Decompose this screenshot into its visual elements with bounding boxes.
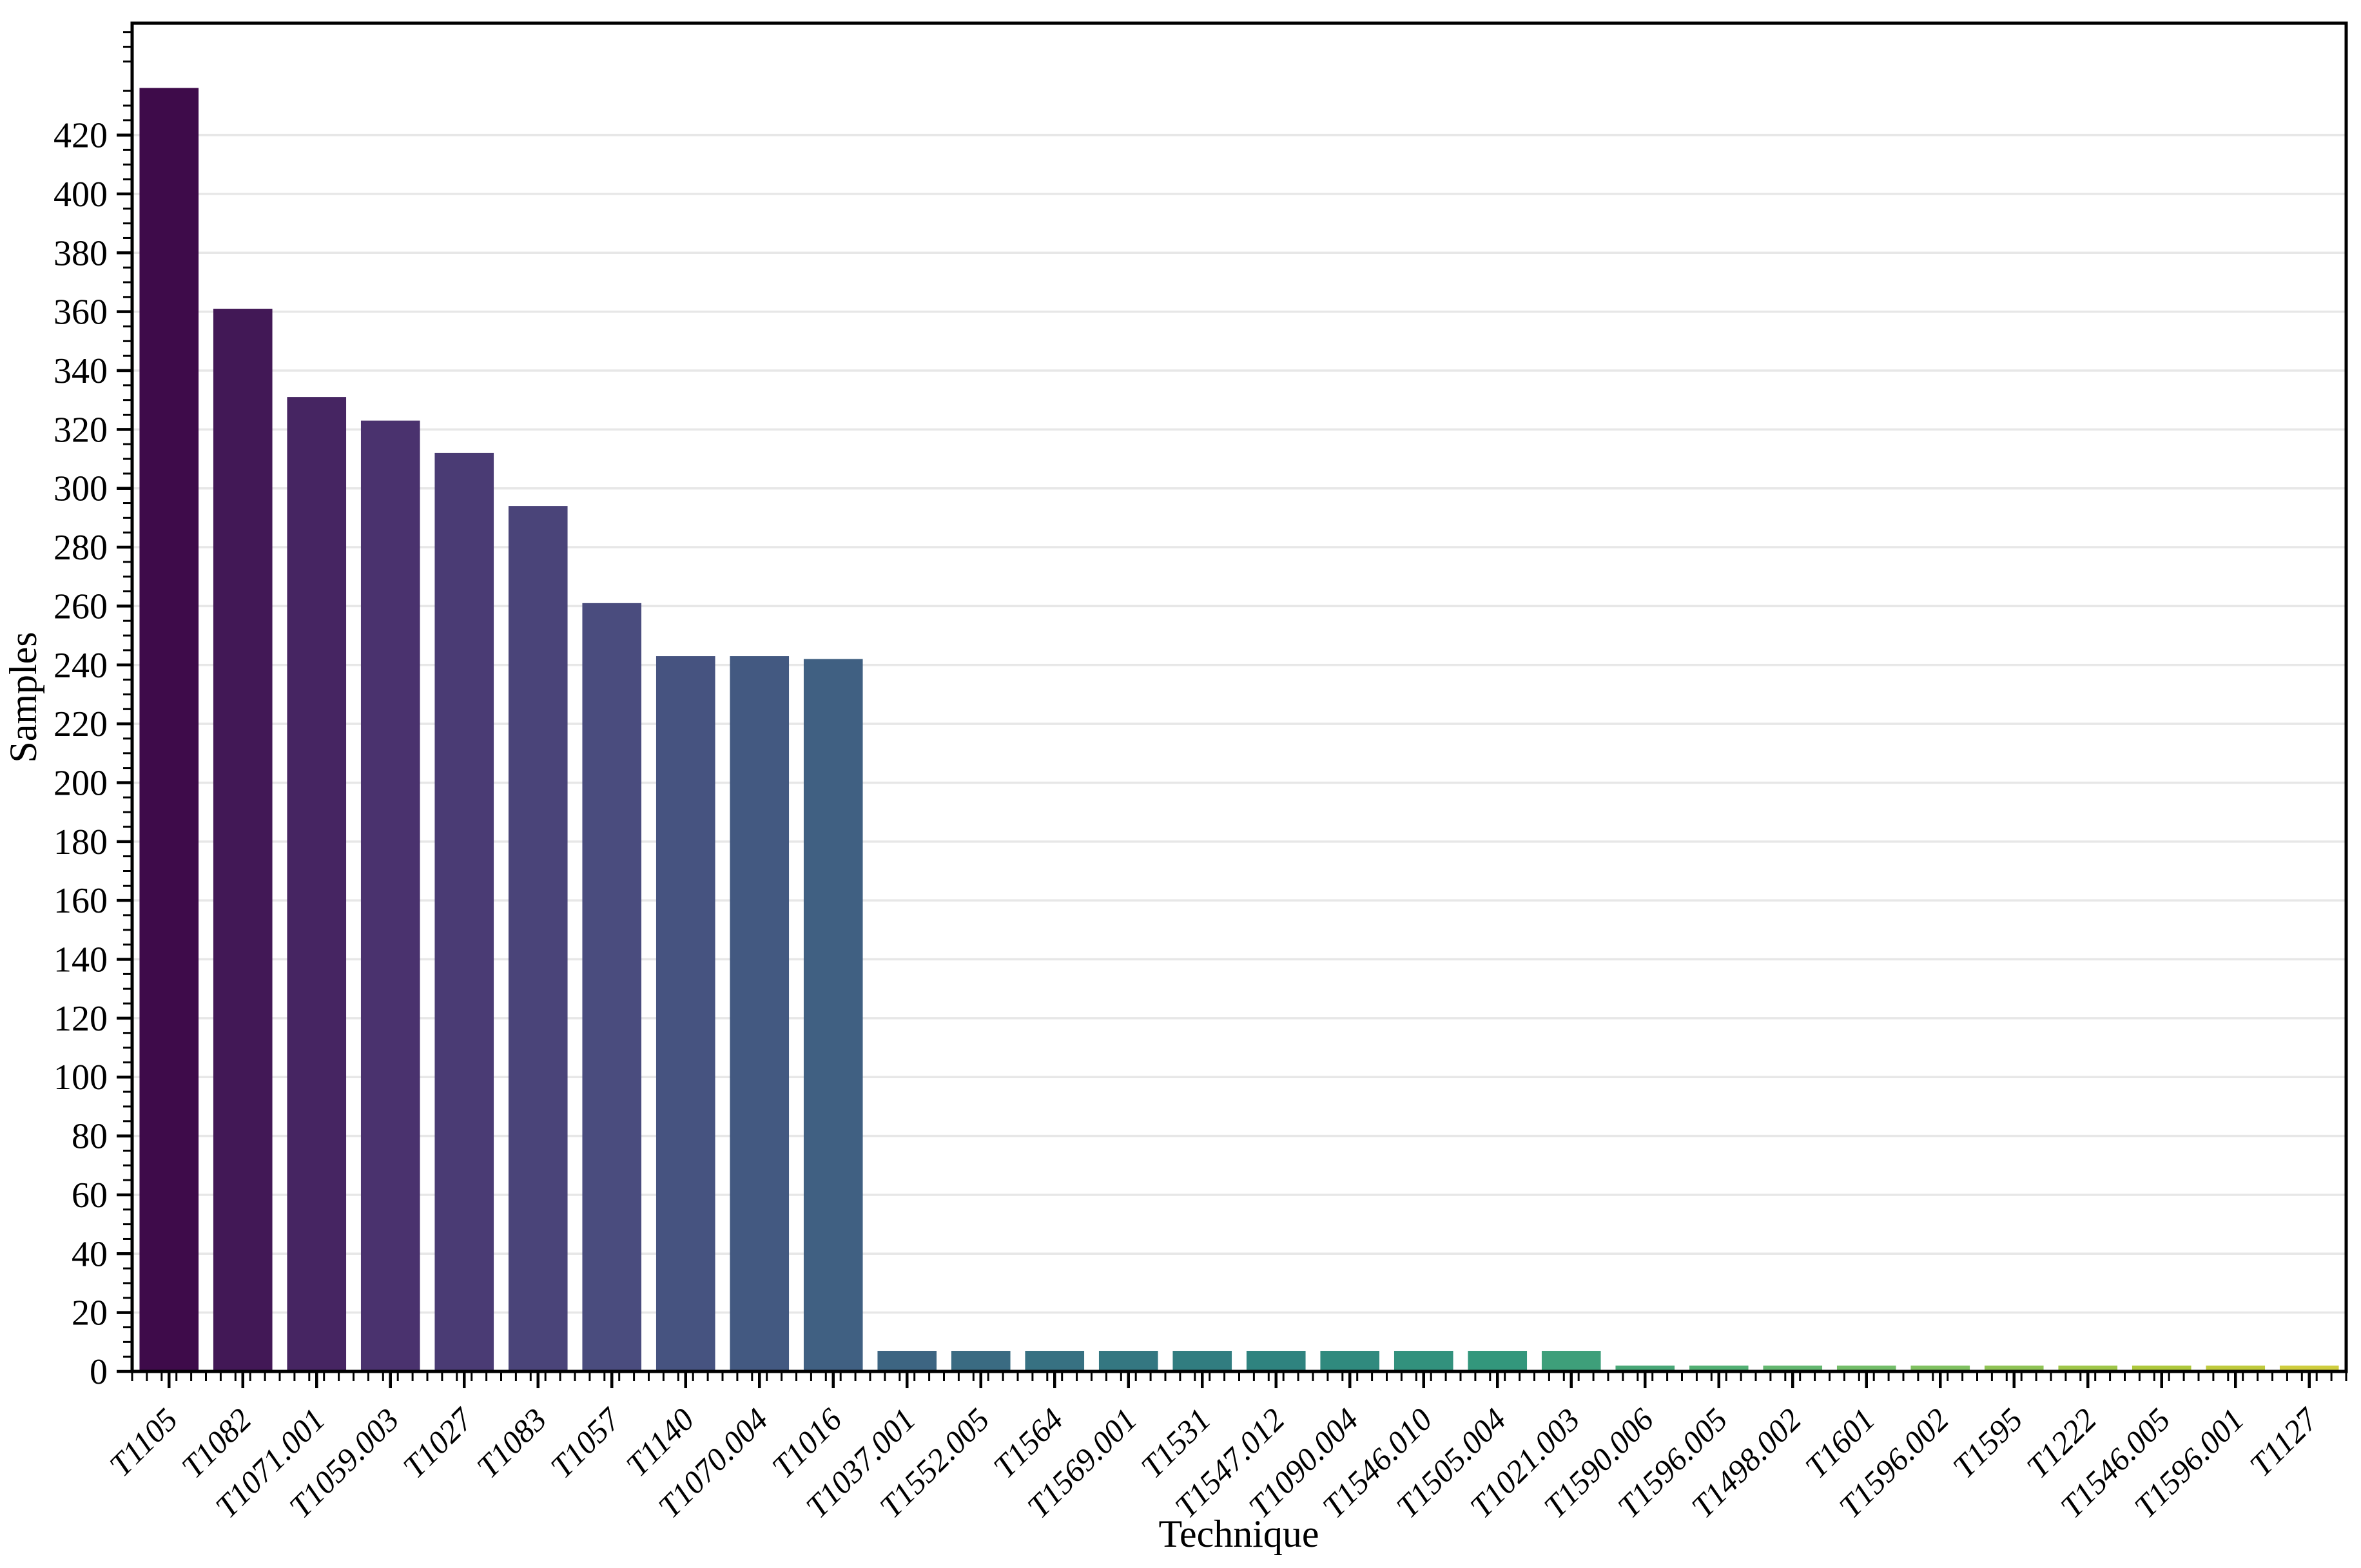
bar-T1546.010: [1394, 1351, 1453, 1371]
bar-T1027: [434, 452, 494, 1371]
x-tick-label-T1027: T1027: [396, 1400, 480, 1485]
bar-T1059.003: [360, 420, 420, 1371]
y-tick-label-140: 140: [53, 940, 108, 980]
plot-border: [130, 21, 2348, 1373]
y-tick-label-180: 180: [53, 822, 108, 862]
y-tick-label-220: 220: [53, 704, 108, 744]
y-tick-label-40: 40: [72, 1234, 108, 1274]
bar-T1140: [656, 656, 715, 1371]
x-tick-label-T1595: T1595: [1946, 1401, 2030, 1485]
bar-T1090.004: [1320, 1351, 1380, 1371]
bar-T1552.005: [951, 1351, 1011, 1371]
bar-T1082: [213, 309, 273, 1372]
axes-spines: [130, 21, 2348, 1373]
y-tick-label-380: 380: [53, 233, 108, 273]
y-tick-label-240: 240: [53, 646, 108, 686]
bar-T1083: [508, 506, 568, 1371]
bar-T1057: [582, 603, 642, 1372]
bar-T1601: [1836, 1365, 1896, 1371]
y-tick-label-120: 120: [53, 999, 108, 1039]
bar-T1564: [1025, 1351, 1085, 1371]
bar-T1547.012: [1246, 1351, 1306, 1371]
bar-T1569.001: [1098, 1351, 1158, 1371]
bar-T1596.005: [1689, 1365, 1749, 1371]
bar-T1222: [2058, 1365, 2118, 1371]
y-tick-label-100: 100: [53, 1058, 108, 1098]
y-tick-label-260: 260: [53, 586, 108, 626]
bar-T1596.002: [1910, 1365, 1970, 1371]
y-tick-label-420: 420: [53, 116, 108, 156]
x-tick-label-T1127: T1127: [2242, 1400, 2326, 1484]
bar-T1546.005: [2132, 1365, 2191, 1371]
bar-T1127: [2279, 1365, 2339, 1371]
bar-T1590.006: [1615, 1365, 1675, 1371]
bar-T1070.004: [730, 656, 790, 1371]
y-axis-title: Samples: [2, 632, 44, 762]
x-tick-label-T1057: T1057: [543, 1400, 628, 1485]
bar-T1596.001: [2206, 1365, 2266, 1371]
bar-T1498.002: [1763, 1365, 1823, 1371]
y-tick-label-400: 400: [53, 175, 108, 215]
y-tick-label-80: 80: [72, 1117, 108, 1157]
y-tick-label-200: 200: [53, 763, 108, 803]
gridlines-layer: [132, 133, 2346, 1314]
y-tick-label-280: 280: [53, 528, 108, 568]
bar-T1505.004: [1468, 1351, 1528, 1371]
y-tick-label-160: 160: [53, 881, 108, 921]
bar-T1016: [803, 659, 863, 1371]
y-tick-label-340: 340: [53, 351, 108, 391]
x-axis-title: Technique: [1158, 1513, 1319, 1555]
bars-layer: [139, 88, 2339, 1372]
bar-T1531: [1172, 1351, 1232, 1371]
y-tick-label-0: 0: [90, 1352, 108, 1392]
y-tick-label-360: 360: [53, 293, 108, 333]
y-tick-label-300: 300: [53, 469, 108, 509]
y-tick-label-60: 60: [72, 1176, 108, 1215]
y-tick-label-20: 20: [72, 1293, 108, 1333]
x-tick-label-T1083: T1083: [470, 1401, 554, 1485]
bar-T1037.001: [877, 1351, 937, 1371]
bar-T1021.003: [1541, 1351, 1601, 1371]
bar-T1071.001: [287, 397, 347, 1371]
y-tick-label-320: 320: [53, 410, 108, 450]
x-tick-label-T1105: T1105: [102, 1401, 184, 1483]
bar-T1595: [1984, 1365, 2044, 1371]
bar-T1105: [139, 88, 199, 1371]
